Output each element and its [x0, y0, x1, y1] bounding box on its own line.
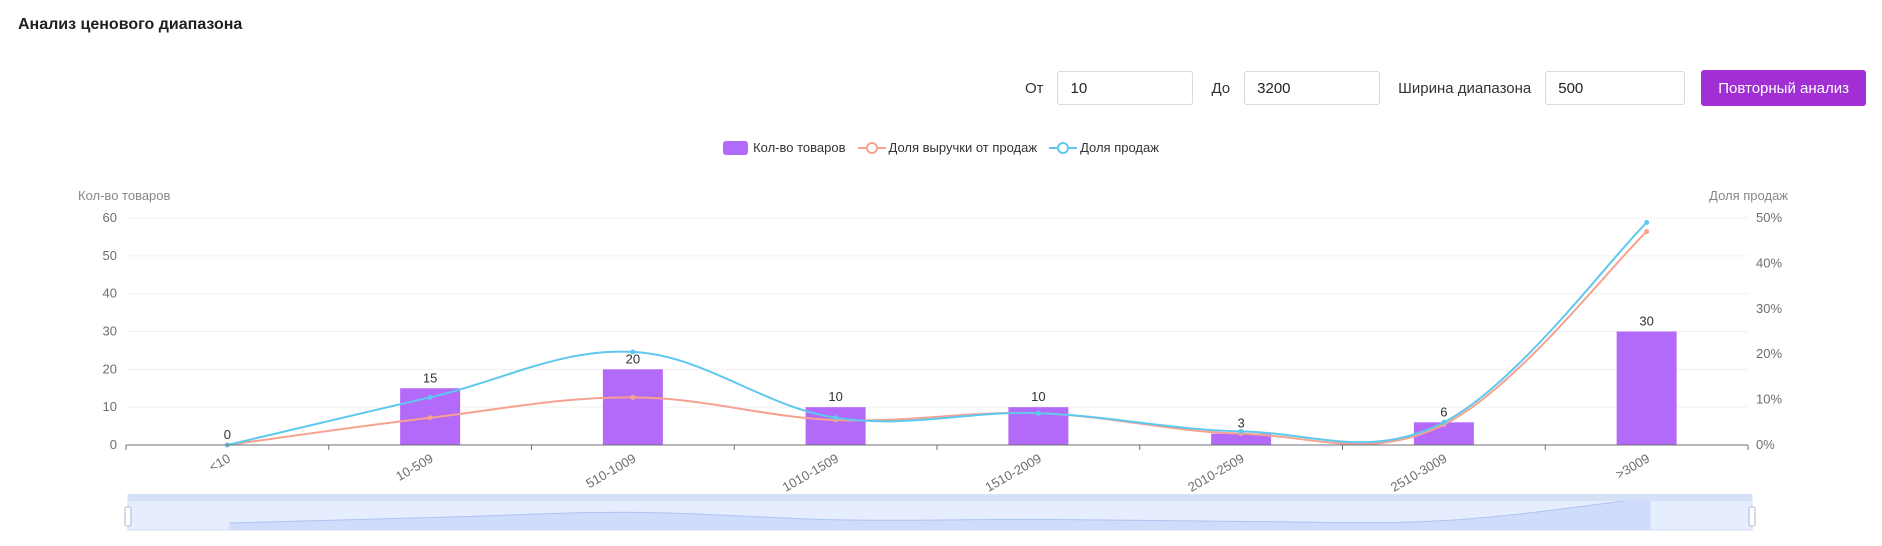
legend-item-products[interactable]: Кол-во товаров [723, 140, 846, 155]
x-tick-label: <10 [206, 451, 233, 475]
bar-data-label: 6 [1440, 404, 1447, 419]
legend-item-sales-share[interactable]: Доля продаж [1049, 140, 1159, 155]
page-title: Анализ ценового диапазона [18, 16, 243, 33]
left-tick-label: 20 [103, 361, 117, 376]
x-tick-label: 10-509 [393, 451, 436, 484]
bar [1211, 433, 1272, 445]
bar-data-label: 10 [1031, 389, 1045, 404]
zoom-handle-right[interactable] [1748, 506, 1756, 527]
reanalyze-button[interactable]: Повторный анализ [1701, 70, 1866, 106]
from-input[interactable] [1057, 71, 1194, 105]
legend-bar-swatch [723, 140, 749, 155]
left-tick-label: 40 [103, 286, 117, 301]
left-axis-title: Кол-во товаров [78, 188, 171, 203]
bar-data-label: 0 [224, 427, 231, 442]
legend-label-sales-share: Доля продаж [1080, 140, 1159, 155]
left-tick-label: 10 [103, 399, 117, 414]
revenue-share-point [427, 415, 433, 421]
x-tick-label: 2010-2509 [1185, 451, 1246, 495]
sales-share-point [1238, 428, 1244, 434]
chart-legend: Кол-во товаров Доля выручки от продаж До… [0, 140, 1882, 155]
legend-sales-line-swatch [1049, 141, 1078, 154]
sales-share-point [833, 415, 839, 421]
revenue-share-line [227, 230, 1648, 446]
bar-data-label: 20 [626, 351, 640, 366]
sales-share-point [1035, 410, 1041, 416]
bar-data-label: 15 [423, 370, 437, 385]
x-tick-label: 510-1009 [583, 451, 638, 491]
x-tick-label: 1010-1509 [780, 451, 841, 495]
sales-share-point [1644, 220, 1650, 226]
right-tick-label: 40% [1756, 255, 1782, 270]
to-input[interactable] [1244, 71, 1381, 105]
right-tick-label: 10% [1756, 392, 1782, 407]
legend-label-products: Кол-во товаров [753, 140, 846, 155]
right-tick-label: 50% [1756, 210, 1782, 225]
legend-item-revenue-share[interactable]: Доля выручки от продаж [857, 140, 1038, 155]
bar-data-label: 10 [828, 389, 842, 404]
range-width-input[interactable] [1545, 71, 1686, 105]
right-axis-title: Доля продаж [1709, 188, 1788, 203]
left-tick-label: 60 [103, 210, 117, 225]
right-tick-label: 0% [1756, 437, 1775, 452]
revenue-share-point [630, 394, 636, 400]
range-width-label: Ширина диапазона [1398, 79, 1532, 97]
zoom-handle-left[interactable] [124, 506, 132, 527]
from-label: От [1024, 79, 1044, 97]
revenue-share-point [1644, 229, 1650, 235]
left-tick-label: 50 [103, 248, 117, 263]
left-tick-label: 30 [103, 324, 117, 339]
right-tick-label: 20% [1756, 346, 1782, 361]
range-controls: От До Ширина диапазона Повторный анализ [1025, 70, 1866, 106]
zoom-preview-line [229, 497, 1651, 524]
bar [602, 369, 663, 445]
sales-share-point [630, 349, 636, 355]
to-label: До [1211, 79, 1231, 97]
right-tick-label: 30% [1756, 301, 1782, 316]
x-tick-label: 2510-3009 [1388, 451, 1449, 495]
legend-revenue-line-swatch [857, 141, 886, 154]
bar [1413, 422, 1474, 445]
sales-share-point [427, 394, 433, 400]
x-tick-label: 1510-2009 [983, 451, 1044, 495]
bar [1616, 331, 1677, 445]
zoom-selection-bar [128, 494, 1752, 501]
legend-label-revenue-share: Доля выручки от продаж [888, 140, 1038, 155]
bar-data-label: 3 [1238, 416, 1245, 431]
zoom-preview-area [229, 497, 1651, 530]
sales-share-point [1441, 419, 1447, 425]
x-tick-label: >3009 [1613, 451, 1652, 482]
bar-data-label: 30 [1639, 314, 1653, 329]
left-tick-label: 0 [110, 437, 117, 452]
